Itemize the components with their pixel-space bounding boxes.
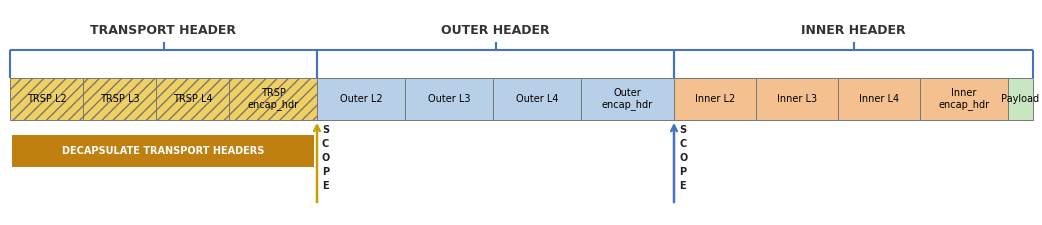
Text: S: S: [322, 125, 329, 135]
Text: E: E: [679, 181, 686, 191]
Text: Outer L2: Outer L2: [340, 94, 382, 104]
Bar: [838, 78, 920, 120]
Bar: [317, 78, 405, 120]
Bar: [581, 78, 674, 120]
Bar: [920, 78, 1008, 120]
Bar: [229, 78, 317, 120]
Bar: [756, 78, 838, 120]
Text: S: S: [679, 125, 686, 135]
Text: O: O: [322, 153, 330, 163]
Text: TRSP L4: TRSP L4: [173, 94, 213, 104]
Bar: [156, 78, 229, 120]
Text: O: O: [679, 153, 688, 163]
Text: INNER HEADER: INNER HEADER: [801, 23, 905, 36]
Bar: [1008, 78, 1033, 120]
Text: Inner L4: Inner L4: [859, 94, 899, 104]
Bar: [674, 78, 756, 120]
Bar: [493, 78, 581, 120]
Text: TRSP L2: TRSP L2: [27, 94, 67, 104]
Bar: [83, 78, 156, 120]
Text: TRANSPORT HEADER: TRANSPORT HEADER: [91, 23, 237, 36]
Text: C: C: [322, 139, 329, 149]
Text: P: P: [322, 167, 329, 177]
Text: C: C: [679, 139, 687, 149]
Text: Inner L3: Inner L3: [777, 94, 817, 104]
Text: OUTER HEADER: OUTER HEADER: [441, 23, 550, 36]
Text: Inner
encap_hdr: Inner encap_hdr: [939, 88, 990, 110]
Text: Payload: Payload: [1001, 94, 1040, 104]
Text: Outer
encap_hdr: Outer encap_hdr: [602, 88, 653, 110]
Text: P: P: [679, 167, 686, 177]
Text: DECAPSULATE TRANSPORT HEADERS: DECAPSULATE TRANSPORT HEADERS: [61, 146, 265, 156]
Text: Inner L2: Inner L2: [695, 94, 735, 104]
Text: TRSP
encap_hdr: TRSP encap_hdr: [247, 88, 299, 110]
Text: TRSP L3: TRSP L3: [100, 94, 140, 104]
Bar: [13, 135, 314, 167]
Bar: [405, 78, 493, 120]
Text: Outer L4: Outer L4: [516, 94, 559, 104]
Text: Outer L3: Outer L3: [428, 94, 470, 104]
Text: E: E: [322, 181, 328, 191]
Bar: [10, 78, 83, 120]
